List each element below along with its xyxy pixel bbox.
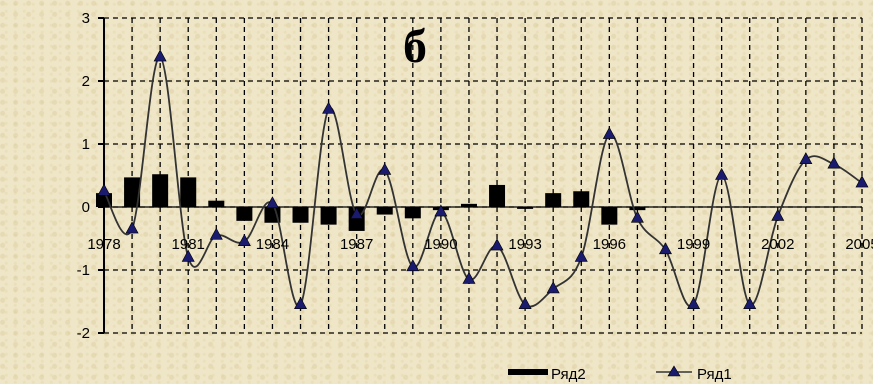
triangle-marker	[658, 242, 672, 255]
triangle-marker	[490, 238, 504, 251]
legend-bar-swatch	[508, 369, 548, 375]
triangle-marker	[546, 281, 560, 294]
triangle-marker	[294, 297, 308, 309]
y-tick-label: 0	[82, 199, 90, 216]
y-tick-labels: 3 2 1 0 -1 -2	[77, 10, 90, 342]
triangle-marker	[743, 297, 757, 309]
bar	[292, 207, 309, 223]
triangle-marker	[602, 126, 616, 139]
triangle-marker	[265, 196, 279, 209]
triangle-marker	[771, 208, 785, 221]
bar	[124, 177, 141, 207]
bar	[348, 207, 365, 231]
y-tick-label: -2	[77, 325, 90, 342]
x-tick-label: 2005	[845, 236, 873, 253]
triangle-marker	[827, 156, 841, 169]
legend-item-line: Ряд1	[656, 365, 732, 383]
x-tick-label: 1993	[508, 236, 541, 253]
triangle-marker	[97, 183, 111, 196]
triangle-marker	[181, 249, 195, 262]
triangle-marker	[378, 162, 392, 175]
x-tick-label: 1996	[593, 236, 626, 253]
bar	[236, 207, 253, 221]
legend: Ряд2 Ряд1	[508, 365, 732, 383]
legend-triangle-marker	[667, 365, 681, 377]
bar	[601, 207, 618, 225]
triangle-marker	[574, 249, 588, 262]
bar	[460, 203, 477, 207]
grid	[103, 17, 863, 334]
y-tick-label: 2	[82, 73, 90, 90]
bar	[208, 200, 225, 207]
bar	[573, 191, 590, 207]
triangle-marker	[630, 210, 644, 223]
y-tick-label: -1	[77, 262, 90, 279]
x-tick-label: 1978	[87, 236, 120, 253]
triangle-marker	[799, 152, 813, 165]
legend-label-series-1: Ряд1	[697, 366, 732, 383]
bar	[489, 184, 506, 207]
x-tick-labels: 1978 1981 1984 1987 1990 1993 1996 1999 2002 2005	[87, 236, 873, 253]
triangle-marker	[322, 101, 336, 114]
bar	[320, 207, 337, 225]
triangle-marker	[350, 206, 364, 219]
x-tick-label: 2002	[761, 236, 794, 253]
chart-title: б	[403, 20, 427, 73]
line-series	[97, 49, 869, 309]
series-line	[103, 56, 863, 308]
triangle-marker	[406, 259, 420, 272]
bar	[545, 193, 562, 207]
bar	[629, 207, 646, 211]
x-tick-label: 1999	[677, 236, 710, 253]
x-tick-label: 1987	[340, 236, 373, 253]
triangle-marker	[434, 204, 448, 217]
x-tick-label: 1981	[172, 236, 205, 253]
y-tick-label: 1	[82, 136, 90, 153]
triangle-marker	[855, 175, 869, 188]
triangle-marker	[125, 221, 139, 234]
triangle-marker	[715, 167, 729, 180]
triangle-marker	[209, 227, 223, 240]
triangle-marker	[518, 297, 532, 309]
bar	[152, 174, 169, 207]
legend-label-series-2: Ряд2	[551, 366, 586, 383]
bar	[376, 207, 393, 215]
y-tick-label: 3	[82, 10, 90, 27]
axes	[98, 17, 862, 334]
bar	[404, 207, 421, 219]
x-tick-label: 1990	[424, 236, 457, 253]
triangle-marker	[153, 49, 167, 62]
triangle-marker	[462, 271, 476, 284]
triangle-marker	[237, 234, 251, 246]
legend-item-bar: Ряд2	[508, 366, 586, 383]
bar	[180, 177, 197, 207]
bar	[517, 207, 534, 209]
triangle-marker	[687, 297, 701, 309]
x-tick-label: 1984	[256, 236, 289, 253]
